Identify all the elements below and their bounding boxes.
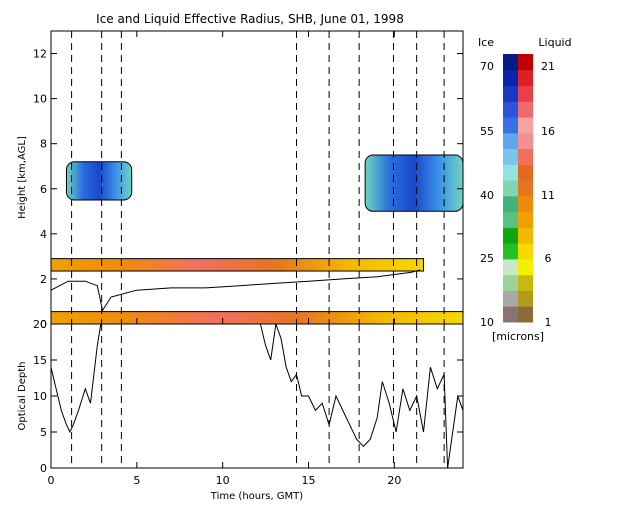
colorbar-liquid-tick: 1 [545,316,552,329]
colorbar-liquid-cell [518,101,533,118]
y-tick-label: 15 [33,354,47,367]
y-tick-label: 4 [40,228,47,241]
y-tick-label: 20 [33,318,47,331]
colorbar-liquid-tick: 6 [545,252,552,265]
y-tick-label: 6 [40,183,47,196]
colorbar-ice-tick: 70 [480,60,494,73]
ice-cloud-region [65,161,133,201]
y-axis-label: Optical Depth [17,362,28,431]
y-tick-label: 8 [40,138,47,151]
colorbar-ice-cell [503,164,518,181]
x-tick-label: 20 [387,474,401,487]
colorbar-liquid-tick: 11 [541,189,555,202]
colorbar-liquid-cell [518,148,533,165]
y-axis-label: Height [km,AGL] [17,136,28,219]
x-tick-label: 10 [216,474,230,487]
x-tick-label: 15 [302,474,316,487]
colorbar-ice-cell [503,306,518,323]
colorbar-ice-cell [503,54,518,71]
colorbar-liquid-cell [518,54,533,71]
colorbar-ice-cell [503,290,518,307]
colorbar-ice-cell [503,274,518,291]
cloud-base-line [50,269,421,312]
colorbar-ice-cell [503,180,518,197]
colorbar-ice-cell [503,243,518,260]
y-tick-label: 2 [40,273,47,286]
liquid-layer-region [50,311,464,325]
colorbar-ice-cell [503,117,518,134]
colorbar-ice-tick: 25 [480,252,494,265]
liquid-layer-region [50,258,425,272]
y-tick-label: 5 [40,426,47,439]
colorbar-liquid-cell [518,258,533,276]
chart-title: Ice and Liquid Effective Radius, SHB, Ju… [96,12,404,26]
colorbar-ice-cell [503,101,518,118]
colorbar: Ice Liquid 70 55 40 25 10 21 16 11 6 1[microns] [478,36,572,343]
colorbar-ice-label: Ice [478,36,494,49]
colorbar-liquid-cell [518,290,533,307]
colorbar-liquid-cell [518,195,533,213]
colorbar-liquid-cell [518,164,533,181]
x-tick-label: 5 [133,474,140,487]
colorbar-ice-cell [503,258,518,276]
colorbar-liquid-tick: 16 [541,125,555,138]
colorbar-units-label: [microns] [492,330,544,343]
colorbar-ice-tick: 55 [480,125,494,138]
colorbar-liquid-cell [518,274,533,291]
bottom-frame [50,323,464,469]
colorbar-ice-tick: 40 [480,189,494,202]
optical-depth-series [50,323,464,469]
colorbar-ice-cell [503,227,518,244]
colorbar-ice-cell [503,85,518,102]
x-tick-label: 0 [48,474,55,487]
y-tick-label: 12 [33,48,47,61]
colorbar-liquid-cell [518,227,533,244]
colorbar-liquid-cell [518,306,533,323]
colorbar-liquid-cell [518,69,533,87]
colorbar-liquid-cell [518,211,533,228]
colorbar-ice-cell [503,195,518,213]
colorbar-liquid-cell [518,85,533,102]
colorbar-liquid-cell [518,180,533,197]
colorbar-ice-cell [503,132,518,150]
colorbar-ice-cell [503,69,518,87]
colorbar-ice-cell [503,211,518,228]
x-axis-label: Time (hours, GMT) [210,491,304,502]
ice-cloud-region [364,154,464,212]
y-tick-label: 0 [40,462,47,475]
colorbar-liquid-tick: 21 [541,60,555,73]
radius-panel: 0 2 4 6 8 10 12 Height [km,AGL] [17,30,464,331]
colorbar-ice-tick: 10 [480,316,494,329]
colorbar-liquid-cell [518,117,533,134]
colorbar-liquid-label: Liquid [538,36,571,49]
colorbar-liquid-cell [518,132,533,150]
colorbar-ice-cell [503,148,518,165]
y-tick-label: 10 [33,93,47,106]
colorbar-liquid-cell [518,243,533,260]
y-tick-label: 0 [40,318,47,331]
y-tick-label: 10 [33,390,47,403]
